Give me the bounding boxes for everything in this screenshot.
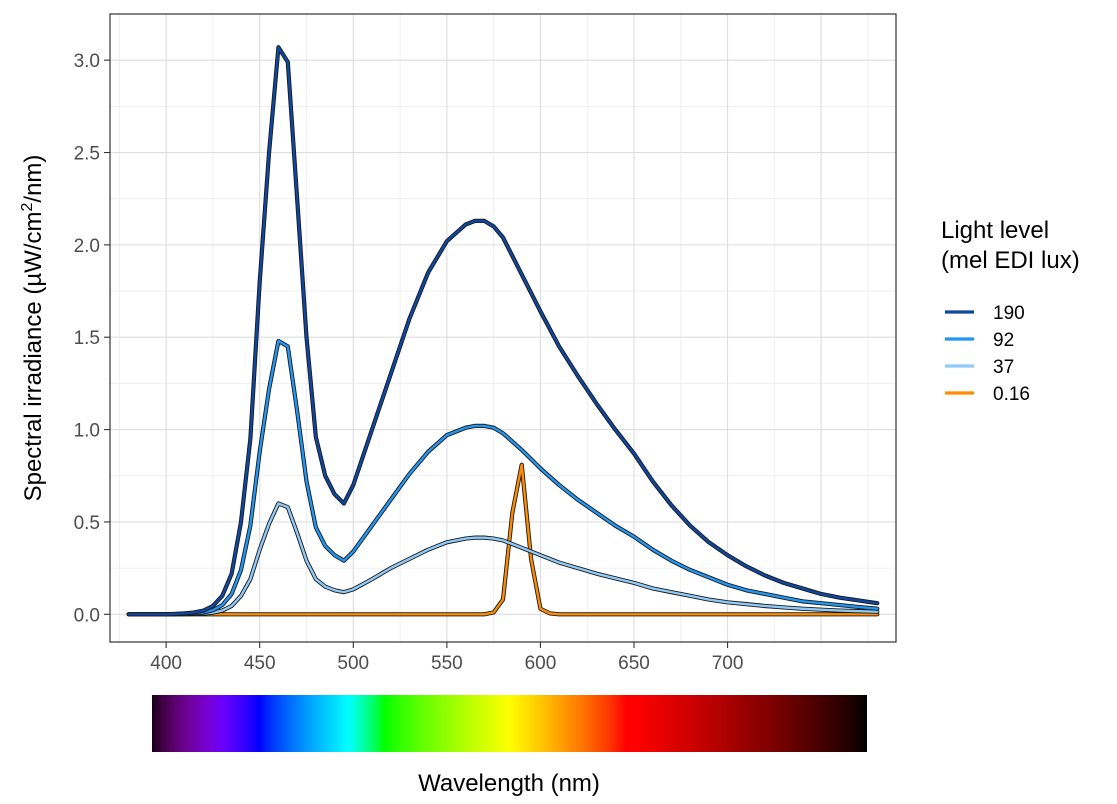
legend-title-line1: Light level [941,217,1049,244]
y-tick-label: 1.5 [74,328,100,349]
series-line-92 [127,339,879,616]
x-tick-label: 450 [244,653,276,674]
series-lines [126,45,880,617]
series-line-190 [127,46,879,616]
series-line-0.16 [127,463,879,616]
y-axis-title-prefix: Spectral irradiance ( [20,287,47,502]
legend: Light level (mel EDI lux) 190 92 37 0.16 [941,217,1080,405]
x-axis-title: Wavelength (nm) [418,770,600,797]
y-axis-title-superscript: 2 [19,203,36,212]
x-tick-label: 400 [150,653,182,674]
y-tick-label: 0.0 [74,605,100,626]
y-axis-title-mu: µ [20,273,47,287]
x-tick-label: 700 [712,653,744,674]
x-tick-label: 650 [618,653,650,674]
y-tick-label: 0.5 [74,513,100,534]
y-tick-label: 2.5 [74,144,100,165]
y-tick-label: 3.0 [74,51,100,72]
plot-panel-border [109,13,897,643]
y-axis: 0.0 0.5 1.0 1.5 2.0 2.5 3.0 [74,51,110,626]
legend-label-92: 92 [993,330,1014,351]
legend-label-0.16: 0.16 [993,384,1030,405]
grid-minor [110,13,896,642]
legend-label-37: 37 [993,357,1014,378]
y-axis-title: Spectral irradiance (µW/cm2/nm) [19,155,47,502]
x-tick-label: 500 [337,653,369,674]
x-axis: 400 450 500 550 600 650 700 [150,642,743,674]
x-tick-label: 550 [431,653,463,674]
y-tick-label: 1.0 [74,421,100,442]
legend-label-190: 190 [993,303,1025,324]
y-tick-label: 2.0 [74,236,100,257]
plot-background [110,14,896,642]
series-line-37 [127,502,879,616]
y-axis-title-unit: W/cm [20,212,47,273]
y-axis-title-suffix: /nm) [20,155,47,203]
legend-title-line2: (mel EDI lux) [941,247,1080,274]
x-tick-label: 600 [525,653,557,674]
wavelength-spectrum-bar [152,695,867,752]
